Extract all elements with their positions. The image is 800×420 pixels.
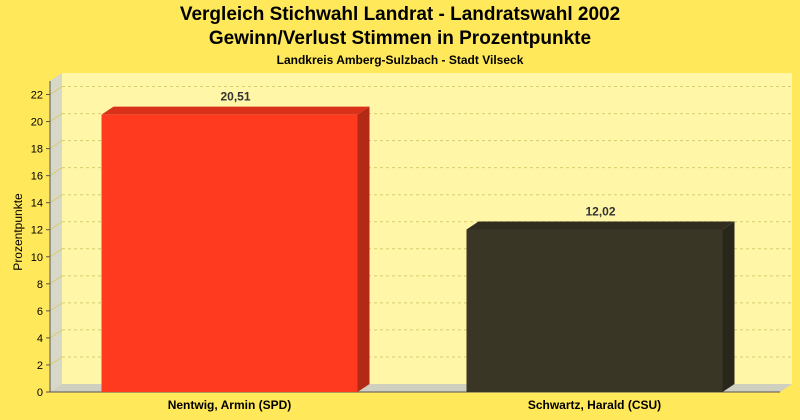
y-tick-label: 20	[31, 117, 43, 129]
grid-line-side	[49, 275, 63, 285]
plot-side-wall	[50, 73, 62, 392]
y-tick-label: 10	[31, 252, 43, 264]
bar-side	[357, 106, 370, 392]
x-tick-label: Nentwig, Armin (SPD)	[168, 398, 292, 412]
grid-line-side	[49, 140, 63, 150]
bar-front	[466, 229, 723, 392]
grid-line-side	[49, 167, 63, 177]
bar-value-label: 20,51	[220, 90, 250, 104]
chart-subtitle: Gewinn/Verlust Stimmen in Prozentpunkte	[208, 28, 592, 49]
y-tick-label: 12	[31, 225, 43, 237]
bars: 20,51 12,02	[101, 90, 735, 392]
y-tick-labels: 0 2 4 6 8 10 12 14 16 18 20 22	[31, 90, 50, 399]
bar-front	[101, 114, 358, 392]
grid-line-side	[49, 113, 63, 122]
y-axis-label: Prozentpunkte	[11, 193, 25, 271]
x-tick-label: Schwartz, Harald (CSU)	[528, 398, 661, 412]
bar-side	[722, 221, 735, 392]
y-tick-label: 18	[31, 144, 43, 156]
bar-top	[466, 221, 735, 230]
grid-line-side	[49, 302, 63, 312]
y-tick-label: 22	[31, 90, 43, 102]
grid-line-side	[49, 86, 63, 95]
bar-value-label: 12,02	[585, 204, 615, 218]
chart-title: Vergleich Stichwahl Landrat - Landratswa…	[179, 4, 621, 25]
chart-caption: Landkreis Amberg-Sulzbach - Stadt Vilsec…	[276, 53, 524, 67]
grid-line-side	[49, 248, 63, 258]
y-tick-label: 0	[37, 387, 43, 399]
y-tick-label: 6	[37, 306, 43, 318]
grid-line-side	[49, 194, 63, 204]
y-tick-label: 16	[31, 171, 43, 183]
y-tick-label: 2	[37, 360, 43, 372]
x-tick-labels: Nentwig, Armin (SPD) Schwartz, Harald (CS…	[168, 398, 661, 412]
grid-line-side	[49, 356, 63, 366]
grid-line-side	[49, 329, 63, 339]
y-tick-label: 4	[37, 333, 43, 345]
bar-top	[101, 106, 370, 115]
y-tick-label: 14	[31, 198, 43, 210]
y-tick-label: 8	[37, 279, 43, 291]
grid-line-side	[49, 221, 63, 231]
